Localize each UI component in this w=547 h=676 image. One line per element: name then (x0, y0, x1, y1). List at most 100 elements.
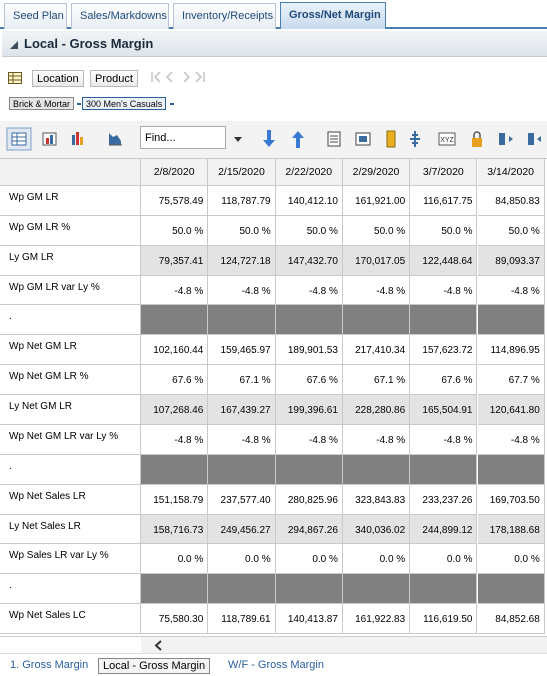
product-button[interactable]: Product (90, 70, 138, 87)
svg-text:XYZ: XYZ (440, 137, 454, 144)
nav-arrows (151, 71, 205, 83)
tab[interactable]: Gross/Net Margin (280, 2, 386, 29)
data-cell: 50.0 % (477, 215, 545, 246)
data-cell (141, 574, 209, 605)
row-header: Ly Net GM LR (0, 395, 141, 425)
table-icon[interactable] (8, 72, 22, 84)
breadcrumb[interactable]: Brick & Mortar (9, 97, 75, 110)
data-cell: 50.0 % (275, 215, 343, 246)
row-header: Wp Net GM LR % (0, 365, 141, 396)
panel-header: Local - Gross Margin (2, 31, 547, 57)
data-cell: 244,899.12 (410, 514, 478, 545)
data-cell: 118,789.61 (208, 604, 276, 635)
data-cell: 116,617.75 (410, 186, 478, 216)
row-header: Wp Net GM LR (0, 335, 141, 366)
data-cell: 158,716.73 (141, 514, 209, 545)
data-cell: 122,448.64 (410, 245, 478, 276)
row-header: Wp Sales LR var Ly % (0, 544, 141, 575)
data-cell: -4.8 % (410, 275, 478, 306)
data-cell: 147,432.70 (275, 245, 343, 276)
action-icons[interactable]: XYZ (232, 127, 547, 151)
data-cell: 114,896.95 (477, 335, 545, 366)
row-header: . (0, 454, 141, 485)
data-cell: 67.6 % (410, 365, 478, 396)
scroll-left[interactable] (153, 640, 163, 651)
data-cell: -4.8 % (208, 424, 276, 455)
toolbar: Location Product Brick & Mortar 300 Men'… (0, 57, 547, 121)
row-header: Ly Net Sales LR (0, 514, 141, 545)
location-button[interactable]: Location (32, 70, 84, 87)
row-header: . (0, 574, 141, 605)
data-cell (275, 574, 343, 605)
data-cell (275, 305, 343, 336)
data-cell: 323,843.83 (342, 484, 411, 515)
data-cell: 102,160.44 (141, 335, 209, 366)
row-header: Ly GM LR (0, 245, 141, 276)
bottom-tab[interactable]: Local - Gross Margin (98, 658, 211, 674)
data-cell (410, 305, 478, 336)
data-cell: 167,439.27 (208, 395, 276, 425)
corner-cell (0, 159, 141, 186)
data-cell (208, 305, 276, 336)
data-cell: -4.8 % (275, 275, 343, 306)
panel-title: Local - Gross Margin (24, 36, 154, 51)
column-header: 2/29/2020 (342, 159, 411, 186)
data-cell: 280,825.96 (275, 484, 343, 515)
data-cell: 116,619.50 (410, 604, 478, 635)
data-cell (477, 305, 545, 336)
data-cell: 199,396.61 (275, 395, 343, 425)
row-header: Wp Net Sales LR (0, 484, 141, 515)
data-cell: 75,578.49 (141, 186, 209, 216)
bottom-tab[interactable]: 1. Gross Margin (10, 659, 89, 671)
data-cell: -4.8 % (477, 424, 545, 455)
bottom-tab[interactable]: W/F - Gross Margin (228, 659, 324, 671)
data-cell (275, 454, 343, 485)
column-header: 2/8/2020 (141, 159, 209, 186)
row-header: . (0, 305, 141, 336)
data-cell: 0.0 % (141, 544, 209, 575)
data-cell (410, 574, 478, 605)
column-header: 2/22/2020 (275, 159, 343, 186)
tab[interactable]: Sales/Markdowns (71, 3, 169, 29)
data-cell: 0.0 % (275, 544, 343, 575)
data-cell: 67.6 % (141, 365, 209, 396)
bottom-tab-bar: 1. Gross Margin Local - Gross Margin W/F -… (0, 653, 547, 676)
data-cell: 84,852.68 (477, 604, 545, 635)
column-header: 2/15/2020 (208, 159, 276, 186)
data-cell: 67.7 % (477, 365, 545, 396)
grid-toolbar: Find... XYZ (0, 121, 547, 159)
data-cell (342, 454, 411, 485)
data-cell: 67.1 % (342, 365, 411, 396)
tab[interactable]: Inventory/Receipts (173, 3, 276, 29)
data-cell: 140,412.10 (275, 186, 343, 216)
view-icons[interactable] (6, 127, 136, 151)
tab[interactable]: Seed Plan (4, 3, 67, 29)
data-cell: 159,465.97 (208, 335, 276, 366)
data-cell: 233,237.26 (410, 484, 478, 515)
data-cell: 294,867.26 (275, 514, 343, 545)
data-cell: 0.0 % (208, 544, 276, 575)
data-cell: 165,504.91 (410, 395, 478, 425)
data-cell: 189,901.53 (275, 335, 343, 366)
column-header: 3/14/2020 (477, 159, 545, 186)
row-header: Wp GM LR (0, 186, 141, 216)
horizontal-scrollbar[interactable] (141, 636, 547, 653)
breadcrumb[interactable]: 300 Men's Casuals (82, 97, 167, 110)
data-cell: 124,727.18 (208, 245, 276, 276)
data-cell: 120,641.80 (477, 395, 545, 425)
data-cell: 151,158.79 (141, 484, 209, 515)
data-cell (208, 454, 276, 485)
find-input[interactable]: Find... (140, 126, 226, 149)
data-cell: 170,017.05 (342, 245, 411, 276)
data-cell: 237,577.40 (208, 484, 276, 515)
data-cell (410, 454, 478, 485)
data-cell: 0.0 % (477, 544, 545, 575)
data-cell: 140,413.87 (275, 604, 343, 635)
collapse-icon[interactable] (9, 40, 19, 50)
data-cell: -4.8 % (141, 424, 209, 455)
data-cell (342, 574, 411, 605)
data-cell: 50.0 % (410, 215, 478, 246)
data-cell: 340,036.02 (342, 514, 411, 545)
data-cell: 118,787.79 (208, 186, 276, 216)
